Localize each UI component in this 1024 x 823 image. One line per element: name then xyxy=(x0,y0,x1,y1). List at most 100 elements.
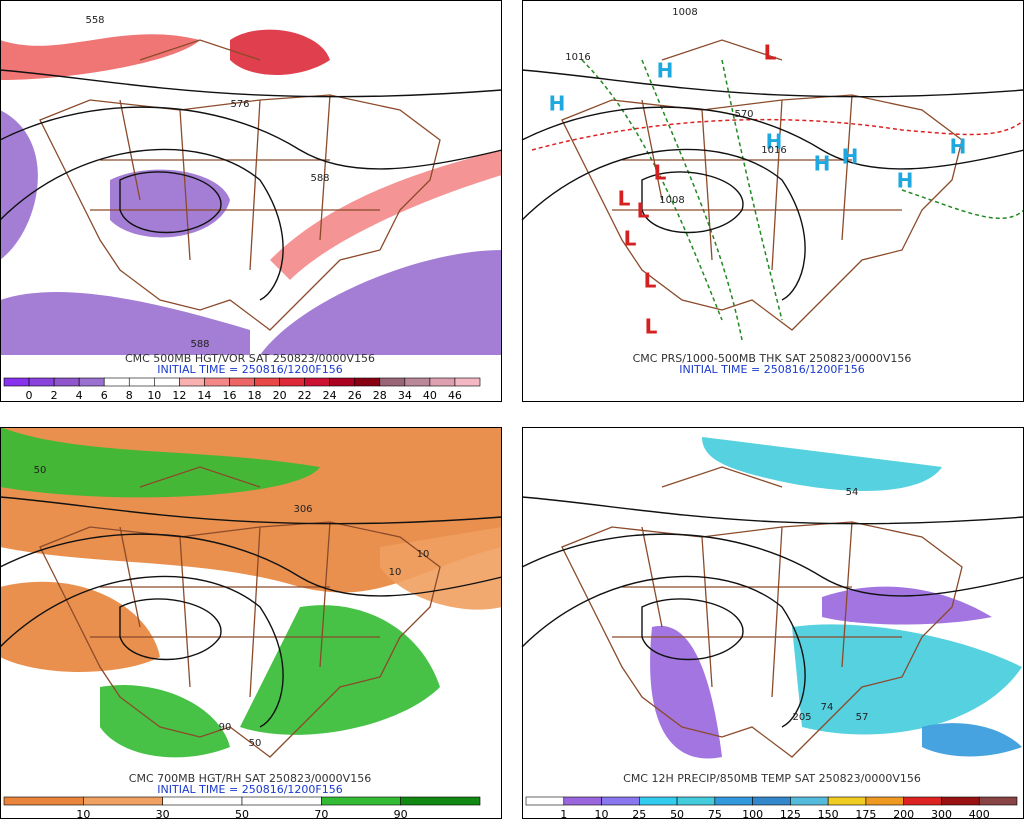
shaded-field xyxy=(792,624,1022,735)
colorbar-box xyxy=(83,796,163,806)
map-label: L xyxy=(624,227,637,251)
colorbar-box xyxy=(865,796,904,806)
shaded-field xyxy=(260,250,502,355)
colorbar-label: 26 xyxy=(348,389,362,402)
height-contour xyxy=(641,598,744,661)
colorbar-box xyxy=(254,377,280,387)
colorbar-box xyxy=(154,377,180,387)
colorbar-box xyxy=(329,377,356,387)
initial-time: INITIAL TIME = 250816/1200F156 xyxy=(679,363,864,376)
map-label: L xyxy=(618,187,631,211)
initial-time: INITIAL TIME = 250816/1200F156 xyxy=(157,783,342,796)
colorbar-box xyxy=(354,377,381,387)
shaded-field xyxy=(650,625,722,759)
colorbar-label: 24 xyxy=(323,389,337,402)
colorbar-label: 50 xyxy=(235,808,249,819)
colorbar-label: 10 xyxy=(76,808,90,819)
panel-frame xyxy=(0,0,502,402)
height-contour xyxy=(521,106,1024,170)
colorbar-box xyxy=(714,796,753,806)
thickness-contour xyxy=(721,59,783,321)
map-label: 576 xyxy=(230,99,249,110)
colorbar-label: 70 xyxy=(314,808,328,819)
map-label: 74 xyxy=(821,702,834,713)
shaded-field xyxy=(110,169,230,238)
colorbar-label: 18 xyxy=(248,389,262,402)
colorbar-box xyxy=(903,796,942,806)
panel: 50 10 90 50 10 306 CMC 700MB HGT/RH SAT 250823… xyxy=(0,427,503,821)
height-contour xyxy=(521,575,806,728)
height-contour xyxy=(521,69,1024,98)
colorbar-label: 14 xyxy=(197,389,211,402)
colorbar-box xyxy=(941,796,980,806)
borders xyxy=(39,466,441,758)
map-label: 306 xyxy=(293,504,312,515)
shaded-field xyxy=(702,437,942,491)
colorbar-box xyxy=(429,377,456,387)
colorbar-label: 20 xyxy=(273,389,287,402)
colorbar-label: 12 xyxy=(172,389,186,402)
colorbar-label: 28 xyxy=(373,389,387,402)
height-contour xyxy=(0,106,503,170)
colorbar-box xyxy=(639,796,678,806)
map-label: L xyxy=(644,269,657,293)
colorbar-label: 8 xyxy=(126,389,133,402)
colorbar-label: 10 xyxy=(595,808,609,819)
panel-title: CMC PRS/1000-500MB THK SAT 250823/0000V1… xyxy=(633,352,912,365)
height-contour xyxy=(641,171,744,234)
colorbar-box xyxy=(3,377,30,387)
colorbar-label: 200 xyxy=(893,808,914,819)
colorbar-box xyxy=(601,796,640,806)
initial-time: INITIAL TIME = 250816/1200F156 xyxy=(157,363,342,376)
colorbar-box xyxy=(78,377,105,387)
colorbar-box xyxy=(454,377,481,387)
panel-title: CMC 500MB HGT/VOR SAT 250823/0000V156 xyxy=(125,352,375,365)
colorbar-box xyxy=(103,377,130,387)
map-label: H xyxy=(657,59,674,83)
colorbar-box xyxy=(978,796,1018,806)
thickness-contour xyxy=(901,189,1024,219)
colorbar-label: 46 xyxy=(448,389,462,402)
panel: 54 205 74 57 CMC 12H PRECIP/850MB TEMP SAT 2… xyxy=(521,427,1024,821)
colorbar-label: 300 xyxy=(931,808,952,819)
colorbar-box xyxy=(525,796,565,806)
colorbar-box xyxy=(53,377,80,387)
colorbar-label: 34 xyxy=(398,389,412,402)
map-label: 570 xyxy=(734,109,753,120)
colorbar-label: 75 xyxy=(708,808,722,819)
panel-title: CMC 700MB HGT/RH SAT 250823/0000V156 xyxy=(129,772,371,785)
map-label: 50 xyxy=(34,465,47,476)
colorbar-box xyxy=(304,377,330,387)
colorbar-label: 0 xyxy=(26,389,33,402)
map-label: 1008 xyxy=(659,195,684,206)
thickness-contour xyxy=(581,59,723,321)
colorbar-box xyxy=(279,377,305,387)
height-contour xyxy=(0,533,503,597)
panel: 558 576 588 588 CMC 500MB HGT/VOR SAT 250823… xyxy=(0,0,503,402)
map-label: H xyxy=(897,169,914,193)
map-label: 205 xyxy=(792,712,811,723)
colorbar-label: 175 xyxy=(855,808,876,819)
map-label: H xyxy=(950,135,967,159)
borders xyxy=(561,39,963,331)
colorbar-box xyxy=(404,377,431,387)
shaded-field xyxy=(822,586,992,625)
colorbar-label: 2 xyxy=(51,389,58,402)
map-label: L xyxy=(764,41,777,65)
map-label: L xyxy=(645,315,658,339)
colorbar-box xyxy=(162,796,243,806)
colorbar-label: 100 xyxy=(742,808,763,819)
map-label: 90 xyxy=(219,722,232,733)
colorbar-label: 90 xyxy=(394,808,408,819)
shaded-field xyxy=(0,110,38,260)
map-label: 54 xyxy=(846,487,859,498)
height-contour xyxy=(521,533,1024,597)
height-contour xyxy=(0,148,284,301)
colorbar-label: 50 xyxy=(670,808,684,819)
map-label: 1008 xyxy=(672,7,697,18)
colorbar-box xyxy=(128,377,155,387)
map-background xyxy=(522,0,1024,355)
shaded-field xyxy=(230,29,330,75)
